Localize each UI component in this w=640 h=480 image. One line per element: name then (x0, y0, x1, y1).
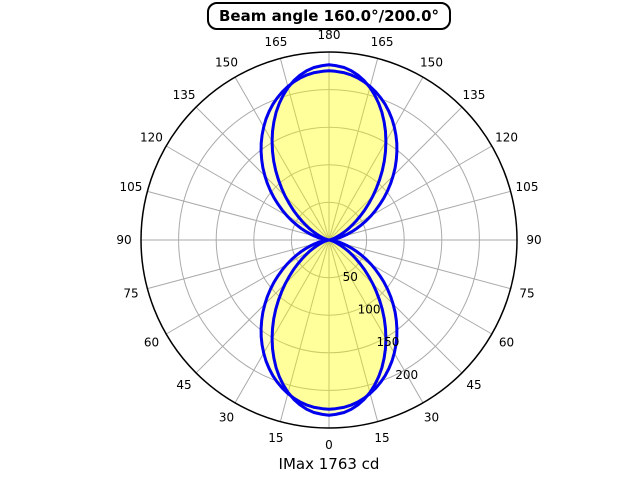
angular-tick-label: 45 (176, 378, 191, 392)
angular-tick-label: 135 (463, 88, 486, 102)
imax-value-label: IMax 1763 cd (278, 455, 380, 473)
angular-tick-label: 15 (374, 431, 389, 445)
radial-tick-label: 100 (358, 303, 381, 317)
grid-spoke (165, 145, 330, 241)
grid-spoke (328, 190, 511, 241)
angular-tick-label: 90 (116, 233, 131, 247)
grid-spoke (328, 76, 424, 241)
angular-tick-label: 135 (173, 88, 196, 102)
grid-spoke (328, 145, 493, 241)
angular-tick-label: 60 (144, 336, 159, 350)
grid-spoke (147, 239, 330, 290)
grid-spoke (234, 239, 330, 404)
angular-tick-label: 120 (495, 131, 518, 145)
grid-spoke (328, 239, 463, 374)
angular-tick-label: 0 (325, 438, 333, 452)
angular-tick-label: 30 (424, 411, 439, 425)
angular-tick-label: 150 (215, 56, 238, 70)
angular-tick-label: 30 (219, 411, 234, 425)
angular-tick-label: 75 (123, 286, 138, 300)
angular-tick-label: 165 (371, 35, 394, 49)
angular-tick-label: 120 (140, 131, 163, 145)
grid-spoke (165, 239, 330, 335)
angular-tick-label: 105 (516, 180, 539, 194)
angular-tick-label: 105 (120, 180, 143, 194)
angular-tick-label: 15 (268, 431, 283, 445)
grid-spoke (195, 106, 330, 241)
grid-spoke (328, 239, 424, 404)
grid-spoke (328, 239, 493, 335)
angular-tick-label: 90 (526, 233, 541, 247)
angular-tick-label: 75 (519, 286, 534, 300)
outer-circle (140, 51, 518, 429)
chart-title: Beam angle 160.0°/200.0° (206, 2, 452, 30)
angular-tick-label: 165 (264, 35, 287, 49)
grid-spoke (195, 239, 330, 374)
radial-tick-label: 150 (376, 335, 399, 349)
grid-spoke (328, 106, 463, 241)
angular-tick-label: 180 (318, 28, 341, 42)
radial-tick-label: 200 (395, 368, 418, 382)
beam-curve-2 (270, 63, 388, 417)
grid-spoke (147, 190, 330, 241)
angular-tick-label: 150 (420, 56, 443, 70)
grid-spoke (234, 76, 330, 241)
beam-curve-1 (259, 69, 399, 411)
grid-spoke (328, 239, 511, 290)
angular-tick-label: 45 (466, 378, 481, 392)
radial-tick-label: 50 (343, 270, 358, 284)
angular-tick-label: 60 (499, 336, 514, 350)
